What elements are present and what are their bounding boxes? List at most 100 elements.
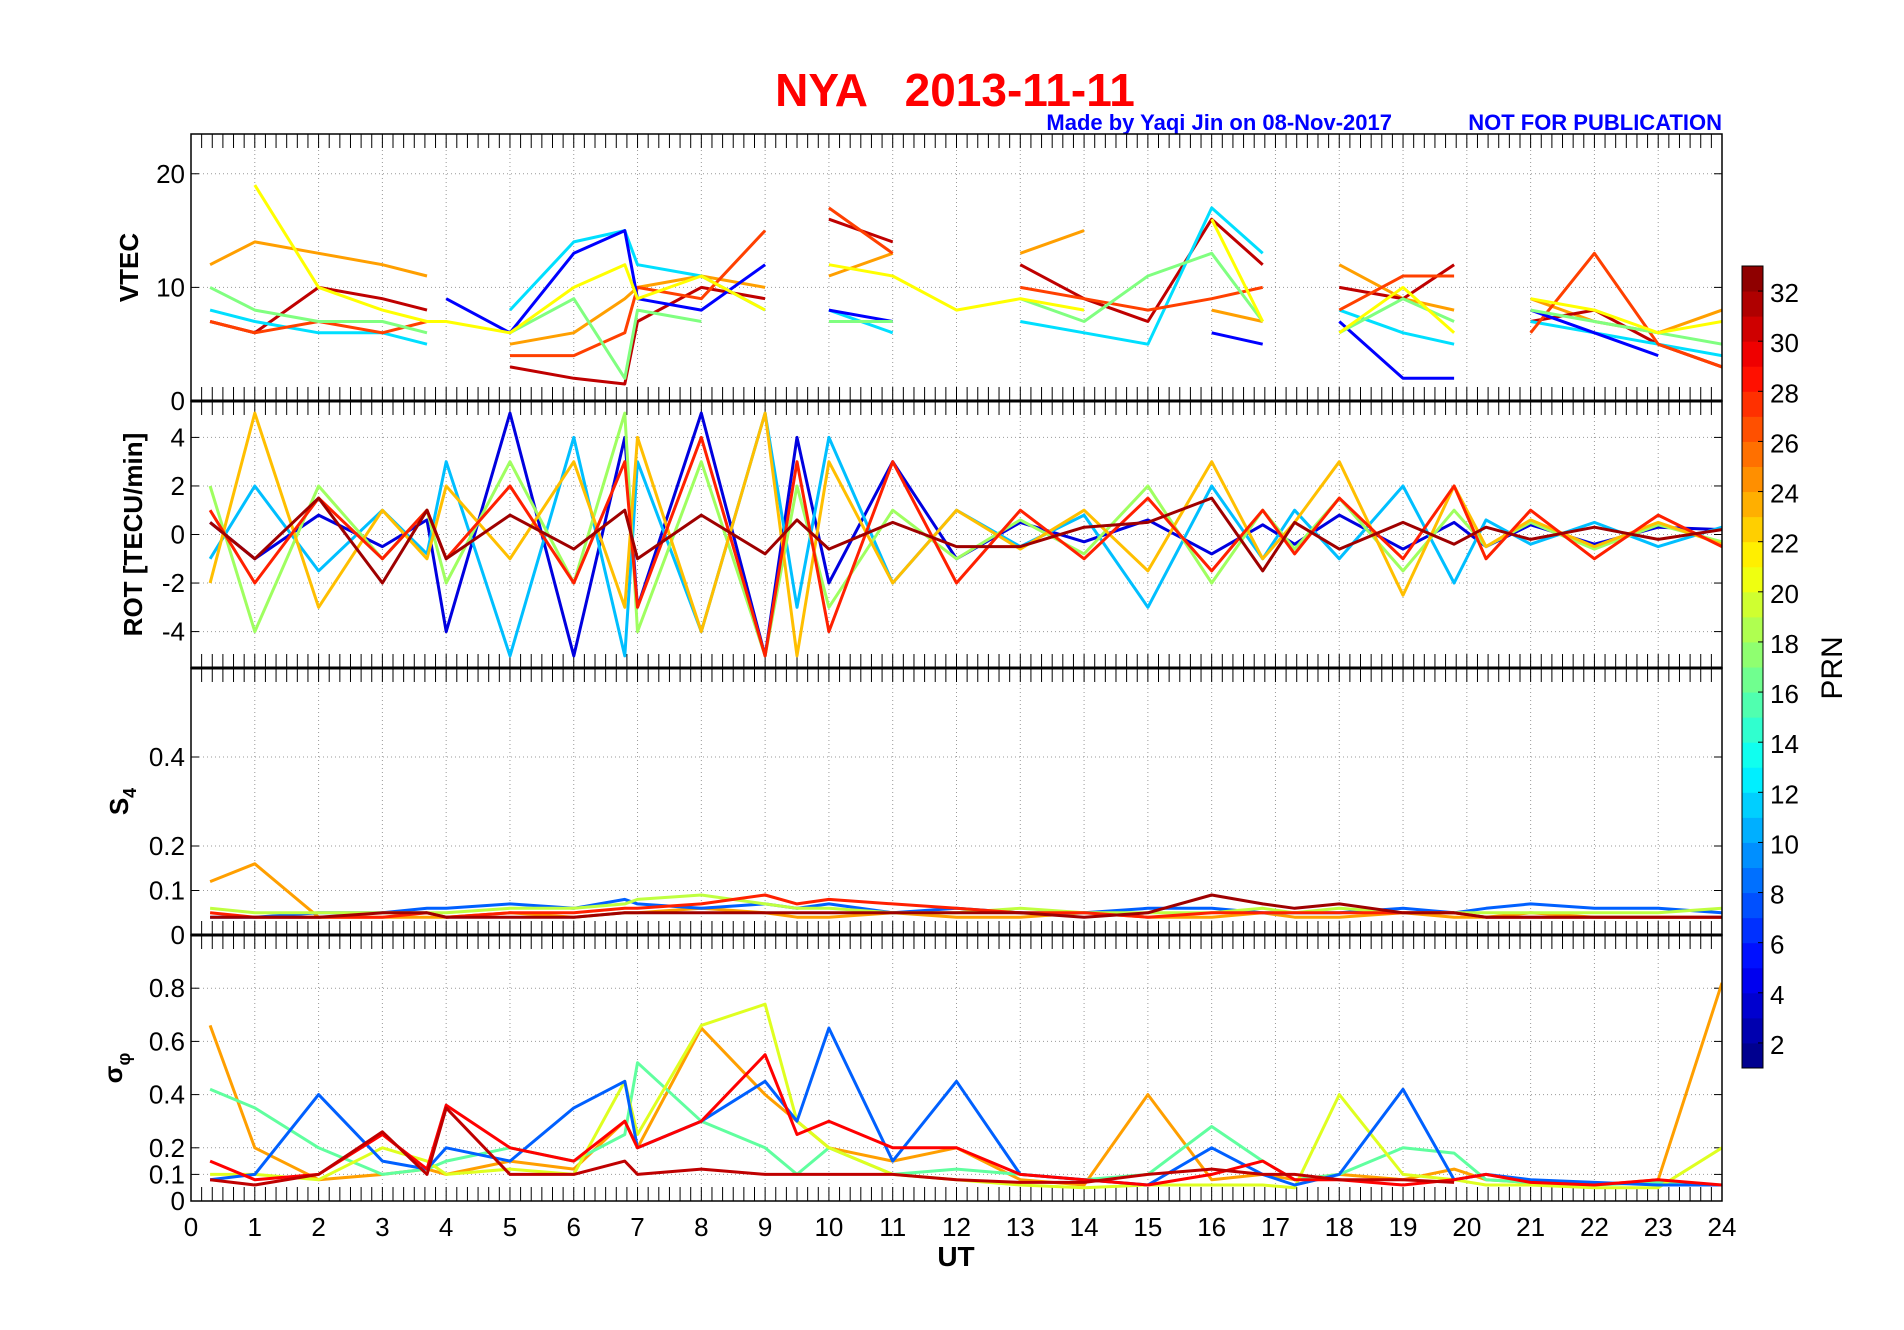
x-tick-label: 9 [758, 1212, 772, 1242]
colorbar-segment [1742, 616, 1763, 643]
colorbar-tick-label: 18 [1770, 629, 1799, 659]
colorbar-tick-label: 2 [1770, 1030, 1784, 1060]
y-tick-label: 0.6 [149, 1026, 185, 1056]
series-line-prn-24 [208, 982, 1722, 1187]
x-tick-label: 14 [1070, 1212, 1099, 1242]
y-tick-label: 10 [156, 272, 185, 302]
colorbar-segment [1742, 516, 1763, 543]
colorbar-segment [1742, 491, 1763, 518]
x-tick-label: 15 [1133, 1212, 1162, 1242]
colorbar-segment [1742, 266, 1763, 292]
y-tick-label: 0 [171, 920, 185, 950]
series-group [209, 862, 1722, 919]
colorbar-segment [1742, 316, 1763, 342]
colorbar-segment [1742, 692, 1763, 718]
panel-1: -4 -2 0 2 4 ROT [TECU/min] [118, 400, 1723, 669]
x-axis-label: UT [937, 1241, 974, 1272]
series-line-prn-32 [209, 496, 1722, 585]
x-tick-label: 3 [375, 1212, 389, 1242]
series-line-prn-32 [210, 893, 1722, 919]
colorbar-segment [1742, 566, 1763, 593]
panel-3: 00.10.2 0.4 0.6 0.8 σφ [98, 934, 1723, 1216]
colorbar-tick-label: 22 [1770, 529, 1799, 559]
colorbar-segment [1742, 892, 1763, 919]
colorbar-segment [1742, 867, 1763, 894]
colorbar-tick-label: 20 [1770, 579, 1799, 609]
colorbar-segment [1742, 391, 1763, 417]
colorbar-tick-label: 10 [1770, 829, 1799, 859]
series-line-prn-16 [209, 1061, 1722, 1187]
colorbar-tick-label: 8 [1770, 880, 1784, 910]
colorbar-segment [1742, 942, 1763, 969]
series-line-prn-31 [209, 1106, 1455, 1187]
x-tick-label: 0 [184, 1212, 198, 1242]
colorbar-segment [1742, 341, 1763, 367]
y-tick-label: 0.2 [149, 1133, 185, 1163]
y-tick-label: 0.4 [149, 1080, 185, 1110]
series-line-prn-21 [1210, 218, 1265, 323]
colorbar-segment [1742, 917, 1763, 944]
series-line-prn-4 [209, 411, 1722, 658]
colorbar-segment [1742, 992, 1763, 1019]
colorbar-tick-label: 16 [1770, 679, 1799, 709]
series-line-prn-27 [828, 206, 894, 255]
series-line-prn-24 [828, 251, 894, 278]
y-tick-label: 0 [171, 386, 185, 416]
colorbar-tick-label: 24 [1770, 479, 1799, 509]
colorbar-segment [1742, 441, 1763, 467]
colorbar-segment [1742, 466, 1763, 493]
y-tick-label: 4 [171, 422, 185, 452]
x-tick-label: 8 [694, 1212, 708, 1242]
series-line-prn-24 [209, 240, 428, 278]
y-tick-label: 2 [171, 471, 185, 501]
colorbar-segment [1742, 641, 1763, 668]
colorbar-label: PRN [1816, 636, 1849, 699]
colorbar-segment [1742, 591, 1763, 618]
colorbar-segment [1742, 967, 1763, 994]
x-tick-label: 16 [1197, 1212, 1226, 1242]
series-line-prn-17 [1530, 308, 1722, 346]
series-line-prn-27 [510, 229, 767, 358]
x-tick-label: 12 [942, 1212, 971, 1242]
colorbar-segment [1742, 366, 1763, 392]
colorbar-segment [1742, 541, 1763, 568]
series-line-prn-27 [1020, 285, 1264, 312]
y-tick-label: 0.1 [149, 876, 185, 906]
y-tick-label: 20 [156, 159, 185, 189]
y-tick-label: 0.8 [149, 973, 185, 1003]
series-line-prn-17 [1019, 251, 1264, 323]
y-tick-label: 0 [171, 520, 185, 550]
colorbar-segment [1742, 817, 1763, 843]
y-axis-label: ROT [TECU/min] [118, 433, 148, 637]
y-tick-label: 0.1 [149, 1159, 185, 1189]
colorbar-segment [1742, 767, 1763, 793]
series-line-prn-24 [1019, 229, 1085, 255]
x-tick-label: 10 [814, 1212, 843, 1242]
x-tick-label: 6 [567, 1212, 581, 1242]
series-line-prn-5 [1211, 331, 1264, 346]
x-tick-label: 24 [1708, 1212, 1737, 1242]
series-group [209, 184, 1722, 386]
colorbar-segment [1742, 717, 1763, 743]
series-line-prn-12 [1020, 206, 1264, 346]
chart-title: NYA 2013-11-11 [775, 64, 1135, 116]
x-tick-label: 5 [503, 1212, 517, 1242]
colorbar-tick-label: 26 [1770, 428, 1799, 458]
x-tick-label: 20 [1452, 1212, 1481, 1242]
x-tick-label: 2 [311, 1212, 325, 1242]
colorbar-tick-label: 28 [1770, 378, 1799, 408]
chart-subtitle-notice: NOT FOR PUBLICATION [1468, 110, 1722, 135]
series-line-prn-21 [1338, 285, 1456, 335]
colorbar-segment [1742, 792, 1763, 818]
x-tick-label: 19 [1389, 1212, 1418, 1242]
colorbar-segment [1742, 742, 1763, 768]
colorbar-segment [1742, 1042, 1763, 1069]
series-group [208, 411, 1722, 658]
y-axis-label: S4 [104, 788, 140, 815]
y-axis-label: VTEC [114, 233, 144, 303]
colorbar-segment [1742, 1017, 1763, 1044]
colorbar-segment [1742, 667, 1763, 693]
x-tick-label: 11 [879, 1212, 906, 1242]
colorbar-tick-label: 30 [1770, 328, 1799, 358]
